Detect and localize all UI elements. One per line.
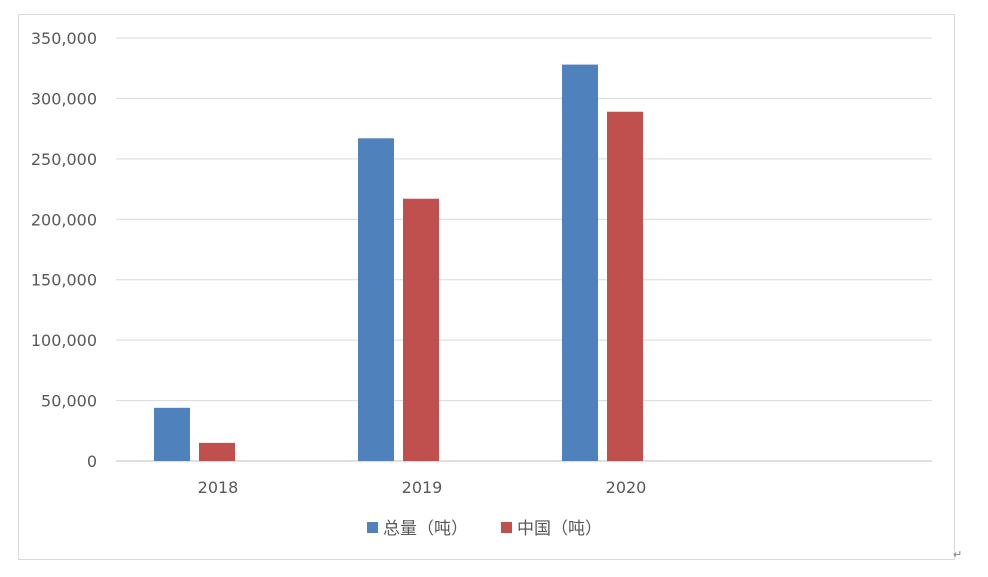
y-tick-label: 50,000 [41, 392, 97, 411]
y-tick-label: 150,000 [31, 271, 97, 290]
y-tick-label: 250,000 [31, 150, 97, 169]
legend-item: 总量（吨） [367, 519, 468, 539]
x-tick-label: 2020 [606, 478, 647, 497]
y-tick-label: 100,000 [31, 331, 97, 350]
legend-swatch [367, 522, 378, 533]
bar-2018-series-1 [154, 407, 190, 461]
x-tick-label: 2018 [198, 478, 239, 497]
bar-2018-series-2 [199, 442, 235, 461]
bar-2020-series-2 [607, 111, 643, 462]
bar-2019-series-2 [403, 198, 439, 462]
y-tick-label: 200,000 [31, 210, 97, 229]
chart-frame [18, 14, 955, 560]
gridlines [116, 37, 932, 462]
legend-swatch [501, 522, 512, 533]
legend-label: 中国（吨） [517, 519, 602, 539]
legend-label: 总量（吨） [383, 519, 468, 539]
y-tick-label: 300,000 [31, 89, 97, 108]
y-tick-label: 0 [87, 452, 97, 471]
legend-item: 中国（吨） [501, 519, 602, 539]
bars [154, 64, 643, 462]
y-axis-tick-labels: 0 50,000 100,000 150,000 200,000 250,000 300,0… [31, 29, 97, 471]
legend: 总量（吨） 中国（吨） [367, 519, 602, 539]
x-tick-label: 2019 [402, 478, 443, 497]
x-axis-tick-labels: 2018 2019 2020 [198, 478, 647, 497]
paragraph-mark-icon: ↵ [953, 548, 963, 561]
bar-2019-series-1 [358, 138, 394, 461]
y-tick-label: 350,000 [31, 29, 97, 48]
bar-2020-series-1 [562, 64, 598, 462]
